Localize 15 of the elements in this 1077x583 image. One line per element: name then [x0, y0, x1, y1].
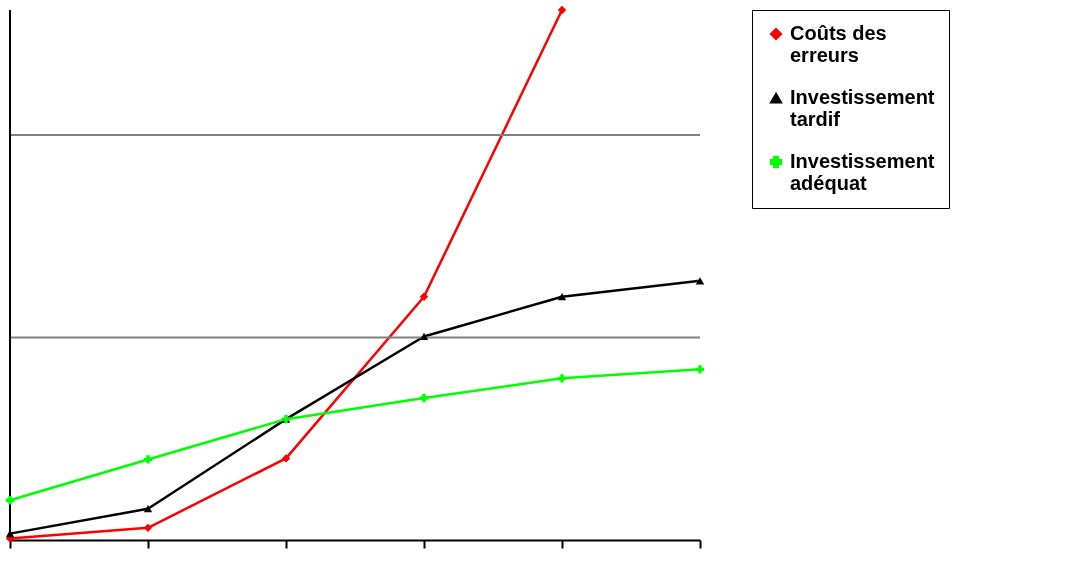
- point: [557, 293, 567, 301]
- point: [419, 292, 429, 301]
- point: [557, 5, 567, 15]
- legend-label: Investissement adéquat: [790, 150, 935, 194]
- point: [143, 455, 153, 464]
- point: [143, 523, 153, 532]
- point: [419, 393, 429, 403]
- point: [143, 505, 153, 513]
- point: [281, 454, 291, 463]
- point: [419, 332, 429, 341]
- legend-label: Investissement tardif: [790, 86, 935, 130]
- point: [557, 374, 567, 383]
- legend-label: Coûts des erreurs: [790, 22, 887, 66]
- point: [5, 496, 15, 505]
- point: [695, 365, 705, 374]
